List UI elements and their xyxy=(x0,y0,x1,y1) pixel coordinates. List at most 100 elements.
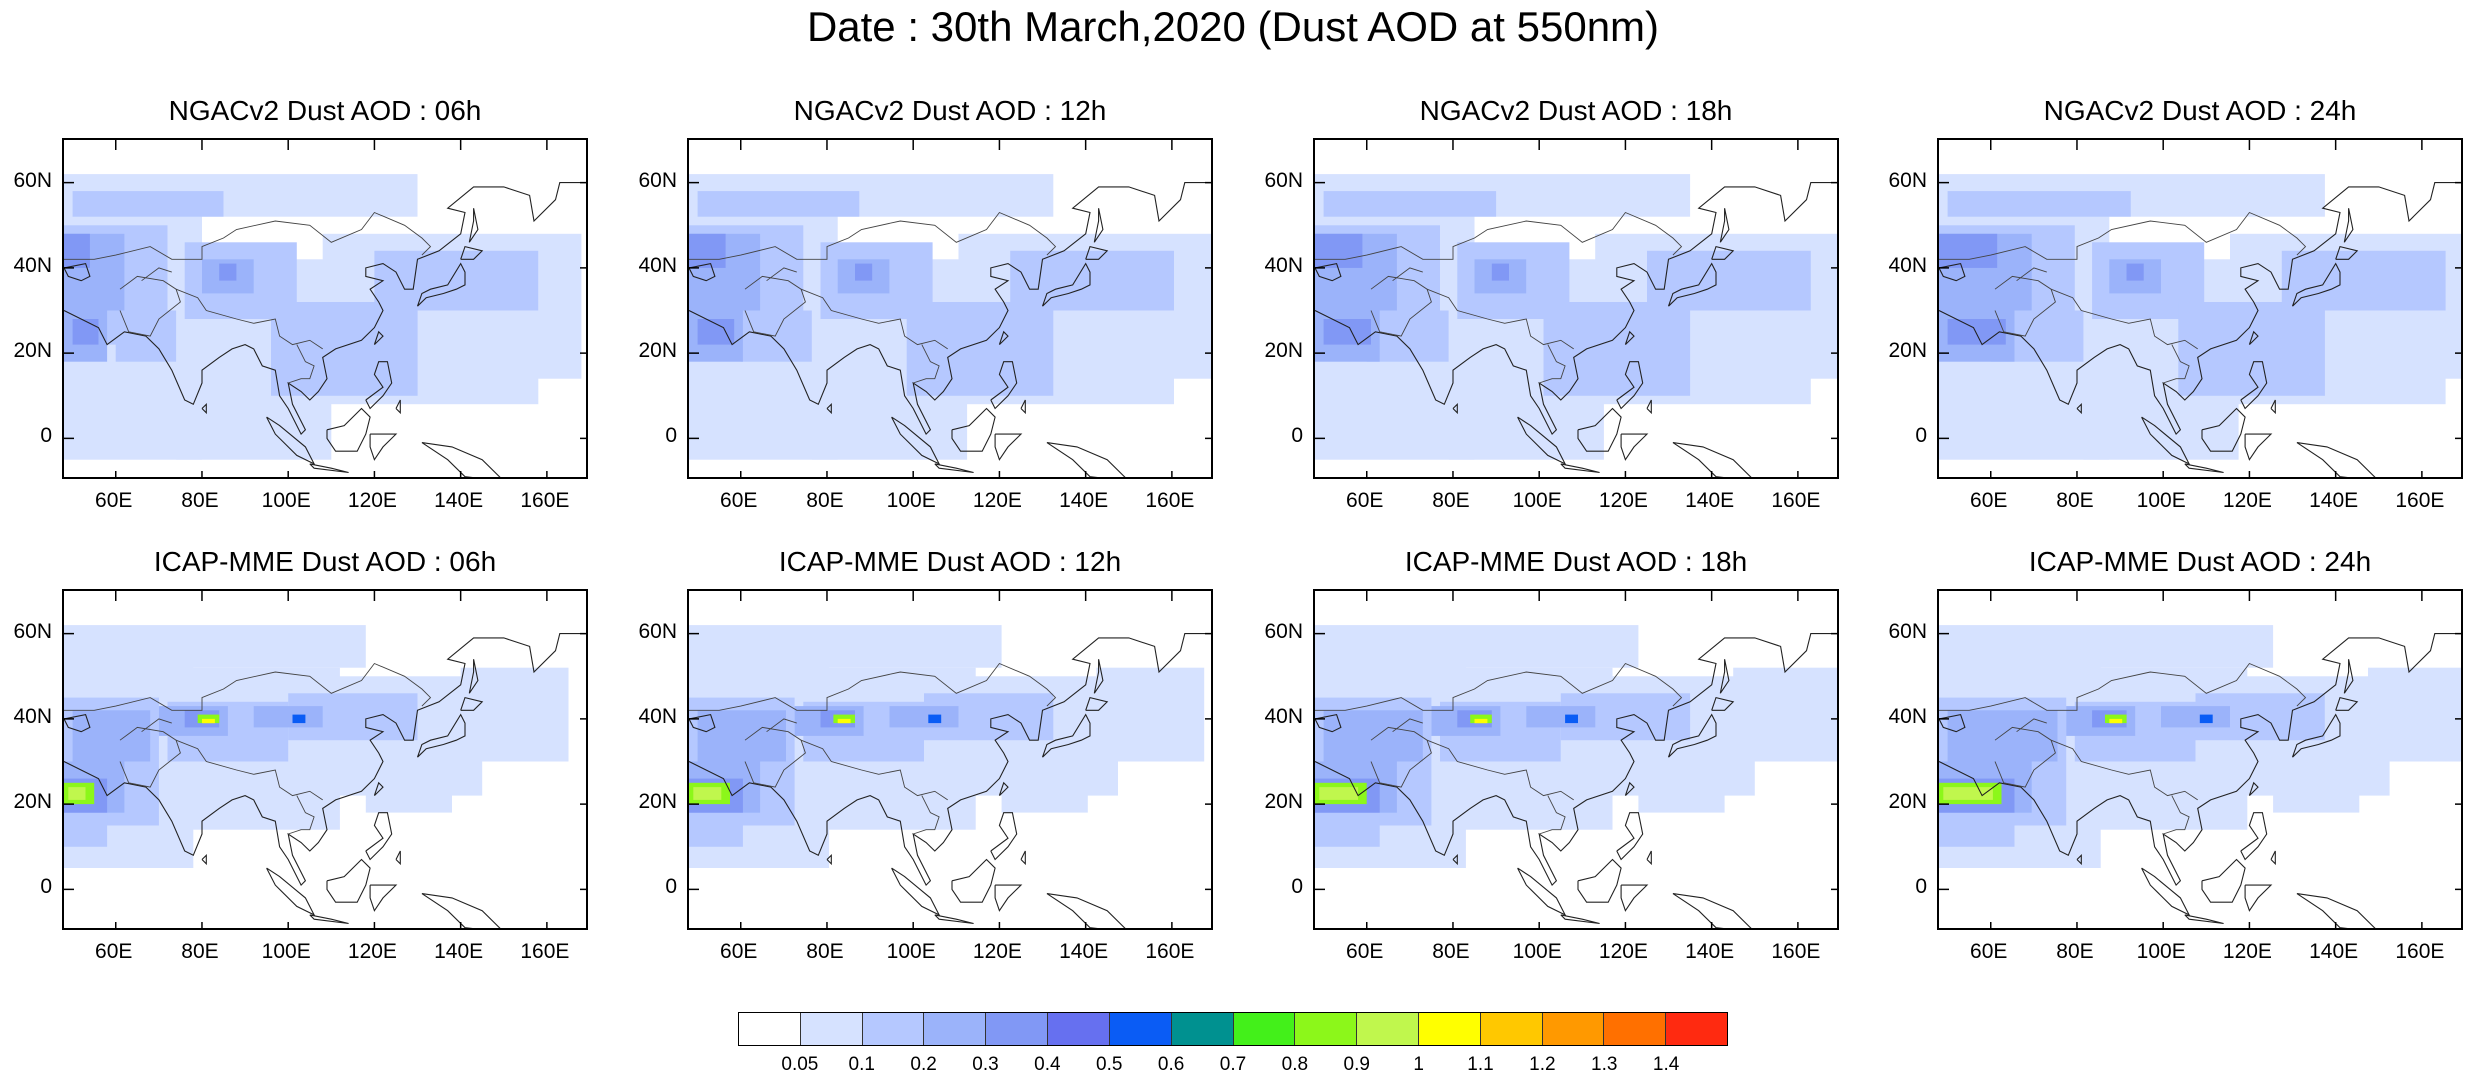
coastline xyxy=(998,330,1009,345)
lon-tick-label: 120E xyxy=(1598,489,1648,512)
colorbar-label: 0.8 xyxy=(1281,1054,1309,1075)
coastline xyxy=(1093,659,1104,694)
aod-shading xyxy=(460,667,569,762)
lat-tick-label: 40N xyxy=(1888,253,1927,277)
colorbar-swatch xyxy=(1418,1013,1481,1045)
panel-title: ICAP-MME Dust AOD : 12h xyxy=(778,546,1122,577)
coastline xyxy=(421,893,501,928)
country-border xyxy=(141,718,172,733)
aod-colorbar xyxy=(738,1012,1728,1046)
coastline xyxy=(990,812,1018,861)
coastline xyxy=(1085,696,1109,711)
aod-shading xyxy=(2281,250,2446,311)
coastline xyxy=(1620,433,1649,461)
coastline xyxy=(1667,713,1717,758)
aod-shading xyxy=(1323,191,1497,217)
colorbar-label: 1.4 xyxy=(1652,1054,1680,1075)
aod-shading xyxy=(889,706,959,728)
coastline xyxy=(365,812,393,861)
lat-tick-label: 0 xyxy=(1915,875,1927,899)
lat-tick-label: 0 xyxy=(1291,875,1303,899)
coastline xyxy=(326,407,371,452)
country-border xyxy=(1426,739,1574,801)
country-border xyxy=(1939,211,2307,260)
country-border xyxy=(766,718,797,733)
aod-shading xyxy=(2126,263,2144,281)
country-border xyxy=(1315,211,1683,260)
coastline xyxy=(1939,182,2461,436)
map-frame xyxy=(1313,138,1839,479)
coastline xyxy=(2076,853,2082,866)
colorbar-label: 0.4 xyxy=(1034,1054,1061,1075)
dust-aod-map xyxy=(1939,140,2461,477)
lon-tick-label: 160E xyxy=(520,940,570,963)
country-border xyxy=(288,344,315,384)
map-frame xyxy=(1313,589,1839,930)
lon-tick-label: 140E xyxy=(1059,489,1109,512)
coastline xyxy=(2240,361,2268,410)
coastline xyxy=(994,433,1023,461)
aod-shading xyxy=(697,710,786,762)
coastline xyxy=(365,361,393,410)
coastline xyxy=(201,402,207,415)
coastline xyxy=(2291,262,2341,307)
lon-tick-label: 120E xyxy=(347,940,397,963)
coastline xyxy=(1939,262,1966,282)
coastline xyxy=(266,416,316,466)
coastline xyxy=(309,463,349,474)
map-panel: NGACv2 Dust AOD : 24h 60N 40N 20N 0 60E 80E 100… xyxy=(1888,95,2463,512)
aod-shading xyxy=(72,191,224,217)
lon-tick-label: 80E xyxy=(806,489,844,512)
map-frame xyxy=(687,589,1213,930)
coastline xyxy=(309,914,349,925)
coastline xyxy=(1577,858,1622,903)
dust-aod-map xyxy=(64,591,586,928)
colorbar-label: 0.5 xyxy=(1096,1054,1123,1075)
colorbar-label: 0.2 xyxy=(910,1054,937,1075)
lon-tick-label: 160E xyxy=(1771,489,1821,512)
lon-tick-label: 140E xyxy=(434,489,484,512)
coastline xyxy=(416,262,466,307)
coastline xyxy=(826,402,832,415)
coastline xyxy=(373,781,384,796)
country-border xyxy=(175,288,323,350)
lon-tick-label: 100E xyxy=(886,940,936,963)
panel-title: NGACv2 Dust AOD : 06h xyxy=(168,95,482,126)
lon-tick-label: 160E xyxy=(1771,940,1821,963)
lat-tick-label: 40N xyxy=(1888,704,1927,728)
lon-tick-label: 80E xyxy=(181,940,219,963)
panel-title: NGACv2 Dust AOD : 18h xyxy=(1419,95,1733,126)
lon-tick-label: 120E xyxy=(347,489,397,512)
aod-shading xyxy=(2199,714,2213,724)
panel-title: NGACv2 Dust AOD : 12h xyxy=(793,95,1107,126)
page-title: Date : 30th March,2020 (Dust AOD at 550n… xyxy=(806,3,1660,50)
coastline xyxy=(201,853,207,866)
coastline xyxy=(2076,402,2082,415)
aod-shading xyxy=(1939,625,2274,668)
aod-shading xyxy=(1947,319,2006,345)
coastline xyxy=(416,713,466,758)
lon-tick-label: 140E xyxy=(2309,489,2359,512)
country-border xyxy=(64,211,432,260)
coastline xyxy=(1620,884,1649,912)
aod-shading xyxy=(72,710,151,762)
lon-tick-label: 160E xyxy=(2395,940,2445,963)
map-frame xyxy=(1937,138,2463,479)
dust-aod-map xyxy=(689,140,1211,477)
coastline xyxy=(369,884,398,912)
colorbar-swatch xyxy=(1542,1013,1605,1045)
aod-shading xyxy=(64,233,90,268)
aod-shading xyxy=(1001,770,1088,813)
coastline xyxy=(1667,262,1717,307)
coastline xyxy=(1646,399,1652,415)
coastline xyxy=(1452,853,1458,866)
lon-tick-label: 140E xyxy=(1059,940,1109,963)
aod-shading xyxy=(202,718,215,724)
colorbar-swatch xyxy=(800,1013,863,1045)
colorbar-swatch xyxy=(1171,1013,1234,1045)
country-border xyxy=(64,662,432,711)
lat-tick-label: 60N xyxy=(1888,168,1927,192)
dust-aod-map xyxy=(1939,591,2461,928)
coastline xyxy=(468,659,479,694)
lat-tick-label: 20N xyxy=(13,790,52,814)
